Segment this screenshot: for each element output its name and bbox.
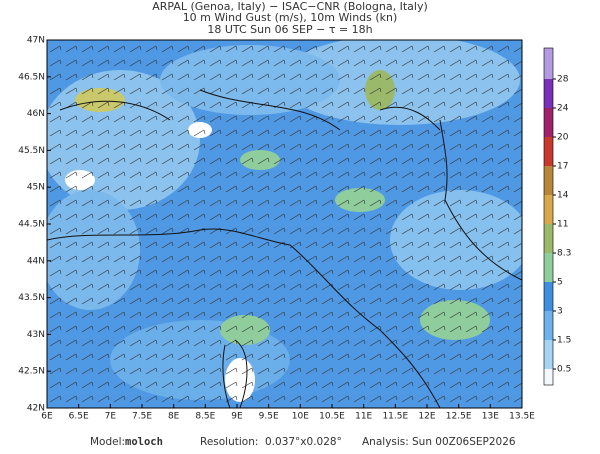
colorbar-segment: [544, 195, 553, 224]
colorbar-segment: [544, 253, 553, 282]
lat-label: 44N: [27, 256, 45, 266]
lon-label: 7E: [105, 412, 117, 422]
footer-label: Analysis:: [362, 436, 409, 448]
lon-label: 6E: [41, 412, 53, 422]
colorbar-label: 0.5: [557, 365, 571, 375]
colorbar-segment: [544, 137, 553, 166]
colorbar-label: 24: [557, 104, 569, 114]
lat-label: 45N: [27, 183, 45, 193]
lon-label: 10.5E: [319, 412, 345, 422]
lat-label: 47N: [27, 36, 45, 46]
footer-label: Model:: [90, 436, 125, 448]
colorbar-label: 28: [557, 75, 569, 85]
lon-label: 10E: [292, 412, 309, 422]
footer-value: 0.037°x0.028°: [265, 436, 342, 448]
footer-value: moloch: [125, 436, 163, 448]
lat-label: 43.5N: [18, 293, 45, 303]
lon-label: 12E: [418, 412, 435, 422]
colorbar-segment: [544, 48, 553, 79]
lon-label: 9E: [231, 412, 243, 422]
lat-label: 43N: [27, 330, 45, 340]
colorbar-label: 8.3: [557, 249, 571, 259]
lat-label: 42N: [27, 404, 45, 414]
header-line: 18 UTC Sun 06 SEP − τ = 18h: [207, 23, 372, 36]
axes: 6E 6.5E 7E 7.5E 8E 8.5E 9E 9.5E 10E 10.5E 11E 11.5E…: [18, 36, 535, 422]
lon-label: 9.5E: [259, 412, 279, 422]
lon-label: 8E: [168, 412, 180, 422]
lon-label: 8.5E: [195, 412, 215, 422]
colorbar-frame: [543, 47, 554, 386]
colorbar-segment: [544, 340, 553, 369]
lon-label: 12.5E: [446, 412, 472, 422]
lat-label: 46.5N: [18, 72, 45, 82]
lon-label: 11.5E: [382, 412, 408, 422]
lon-label: 13E: [482, 412, 499, 422]
colorbar-label: 1.5: [557, 336, 571, 346]
footer-label: Resolution:: [200, 436, 258, 448]
colorbar-segment: [544, 369, 553, 385]
lat-label: 42.5N: [18, 367, 45, 377]
header-line: ARPAL (Genoa, Italy) − ISAC−CNR (Bologna…: [152, 0, 428, 13]
lat-label: 45.5N: [18, 146, 45, 156]
colorbar-segment: [544, 311, 553, 340]
colorbar-label: 14: [557, 191, 569, 201]
colorbar-label: 17: [557, 162, 568, 172]
lat-label: 44.5N: [18, 220, 45, 230]
lon-label: 13.5E: [509, 412, 535, 422]
colorbar-label: 5: [557, 278, 563, 288]
colorbar-label: 11: [557, 220, 568, 230]
map-field: [47, 40, 522, 408]
colorbar-segment: [544, 282, 553, 311]
colorbar-segment: [544, 224, 553, 253]
lon-label: 11E: [355, 412, 372, 422]
colorbar: 0.5 1.5 3 5 8.3 11 14 17 20 24 28: [543, 47, 571, 386]
colorbar-label: 20: [557, 133, 569, 143]
colorbar-segment: [544, 79, 553, 108]
lon-label: 6.5E: [69, 412, 89, 422]
lon-label: 7.5E: [132, 412, 152, 422]
header-line: 10 m Wind Gust (m/s), 10m Winds (kn): [183, 11, 398, 24]
colorbar-label: 3: [557, 307, 563, 317]
footer-value: Sun 00Z06SEP2026: [412, 436, 516, 448]
colorbar-segment: [544, 166, 553, 195]
colorbar-segment: [544, 108, 553, 137]
lat-label: 46N: [27, 109, 45, 119]
